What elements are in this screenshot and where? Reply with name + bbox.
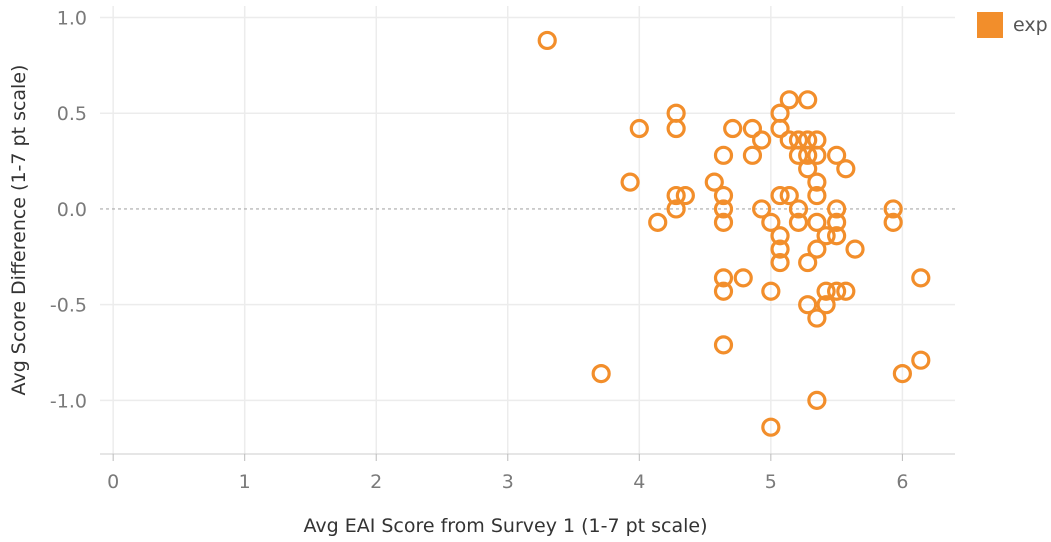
y-tick-label: 0.5 (57, 103, 87, 125)
data-point (779, 185, 799, 206)
data-point (816, 226, 836, 246)
y-axis-title: Avg Score Difference (1-7 pt scale) (8, 65, 30, 396)
data-point (761, 417, 781, 437)
legend: exp (977, 12, 1048, 38)
data-point (713, 199, 734, 219)
data-point (807, 390, 827, 410)
x-tick-label: 0 (107, 471, 119, 493)
data-point (666, 118, 686, 139)
x-tick-label: 3 (502, 471, 514, 493)
x-tick-label: 4 (633, 471, 645, 493)
y-tick-label: -1.0 (50, 390, 87, 412)
data-point (798, 90, 818, 110)
data-point (770, 185, 790, 206)
data-point (836, 281, 856, 301)
data-point (761, 212, 781, 232)
data-point (761, 281, 781, 301)
legend-label-exp: exp (1013, 14, 1048, 36)
data-points (537, 30, 931, 437)
data-point (816, 281, 836, 301)
data-point (892, 363, 912, 384)
data-point (666, 199, 686, 219)
data-point (666, 185, 686, 206)
data-point (827, 281, 847, 301)
data-point (911, 268, 931, 288)
x-tick-label: 6 (896, 471, 908, 493)
data-point (779, 130, 799, 150)
data-point (827, 212, 847, 232)
data-point (807, 145, 827, 165)
data-point (770, 239, 790, 259)
data-point (620, 172, 640, 192)
data-point (807, 185, 827, 206)
y-tick-label: -0.5 (50, 295, 87, 317)
data-point (816, 295, 836, 315)
y-axis-ticks: 1.0 0.5 0.0 -0.5 -1.0 (50, 7, 87, 412)
y-gridlines (100, 16, 955, 402)
data-point (827, 226, 847, 246)
data-point (807, 212, 827, 232)
y-tick-label: 1.0 (57, 7, 87, 29)
y-tick-label: 0.0 (57, 199, 87, 221)
data-point (788, 212, 809, 232)
data-point (798, 295, 818, 315)
data-point (752, 199, 772, 219)
data-point (713, 212, 734, 232)
data-point (723, 118, 743, 139)
data-point (770, 118, 790, 139)
data-point (537, 30, 557, 51)
data-point (629, 118, 649, 139)
x-axis-ticks: 0 1 2 3 4 5 6 (107, 454, 908, 493)
data-point (713, 268, 734, 288)
data-point (788, 145, 809, 165)
data-point (733, 268, 753, 288)
data-point (713, 335, 734, 355)
data-point (807, 172, 827, 192)
data-point (807, 239, 827, 259)
data-point (770, 226, 790, 246)
data-point (798, 252, 818, 273)
data-point (883, 199, 903, 219)
data-point (752, 130, 772, 150)
legend-swatch-exp (977, 12, 1003, 38)
data-point (845, 239, 865, 259)
data-point (704, 172, 724, 192)
data-point (911, 350, 931, 370)
data-point (827, 199, 847, 219)
data-point (742, 118, 763, 139)
data-point (713, 145, 734, 165)
x-tick-label: 5 (765, 471, 777, 493)
data-point (798, 159, 818, 179)
data-point (779, 90, 799, 110)
data-point (807, 308, 827, 328)
data-point (770, 252, 790, 273)
x-axis-title: Avg EAI Score from Survey 1 (1-7 pt scal… (303, 515, 707, 537)
data-point (675, 185, 695, 206)
data-point (742, 145, 763, 165)
data-point (591, 363, 611, 384)
data-point (648, 212, 668, 232)
x-tick-label: 2 (370, 471, 382, 493)
data-point (788, 199, 809, 219)
data-point (798, 145, 818, 165)
x-tick-label: 1 (239, 471, 251, 493)
data-point (713, 185, 734, 206)
data-point (883, 212, 903, 232)
data-point (836, 159, 856, 179)
data-point (713, 281, 734, 301)
data-point (827, 145, 847, 165)
